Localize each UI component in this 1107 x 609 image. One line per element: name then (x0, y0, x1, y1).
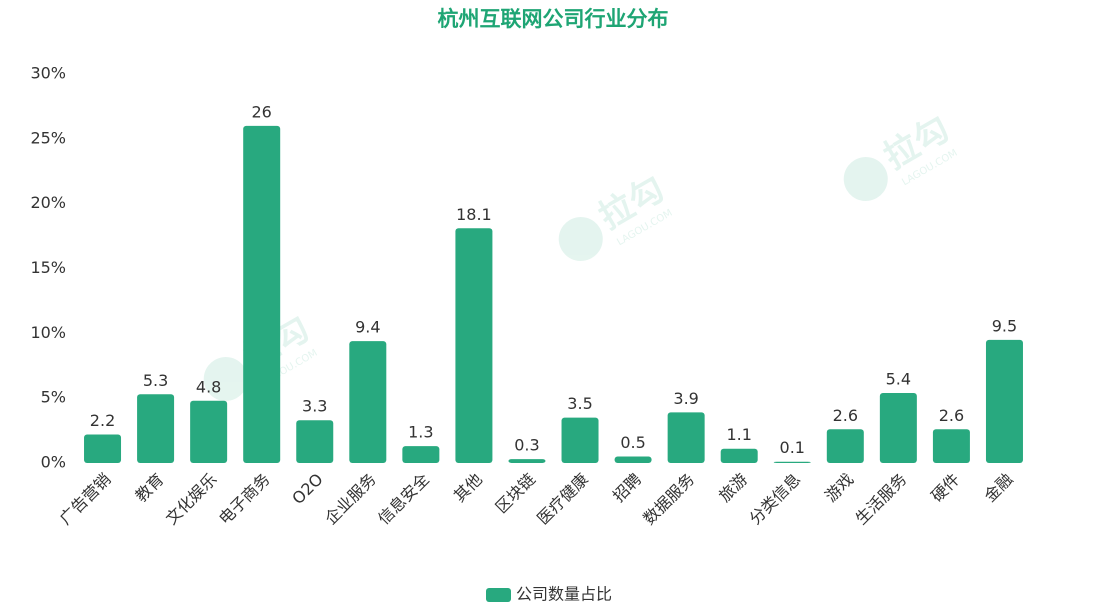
legend-label: 公司数量占比 (516, 585, 612, 604)
x-tick-label: 旅游 (715, 470, 751, 506)
x-tick-label: 企业服务 (321, 470, 380, 529)
x-tick-label: 区块链 (492, 470, 539, 517)
legend-swatch (486, 588, 511, 602)
x-tick-label: 广告营销 (56, 470, 115, 529)
y-tick-label: 0% (41, 453, 66, 472)
bar (455, 228, 493, 463)
x-tick-label: O2O (288, 470, 326, 508)
data-label: 3.9 (673, 389, 698, 408)
data-label: 0.5 (620, 433, 645, 452)
bar (561, 417, 599, 463)
y-tick-label: 10% (30, 323, 66, 342)
data-label: 3.3 (302, 397, 327, 416)
bar (879, 392, 917, 463)
watermark-text: 拉勾 (592, 169, 671, 238)
data-label: 4.8 (196, 377, 221, 396)
y-tick-label: 25% (30, 128, 66, 147)
y-tick-label: 5% (41, 388, 66, 407)
watermark-logo (558, 217, 603, 261)
bar (190, 400, 228, 463)
y-tick-label: 15% (30, 258, 66, 277)
bar (296, 420, 334, 463)
watermark-text: 拉勾 (877, 109, 956, 178)
data-label: 9.4 (355, 318, 380, 337)
x-tick-label: 数据服务 (639, 470, 698, 529)
bar (773, 461, 811, 463)
x-tick-label: 其他 (450, 470, 486, 506)
data-label: 26 (252, 102, 272, 121)
data-label: 18.1 (456, 205, 492, 224)
x-tick-label: 文化娱乐 (162, 470, 221, 529)
data-label: 5.4 (886, 369, 911, 388)
watermark-logo (203, 357, 248, 401)
x-tick-label: 教育 (132, 470, 168, 506)
watermark-logo (843, 157, 888, 201)
bar (932, 429, 970, 463)
x-tick-label: 医疗健康 (533, 470, 592, 529)
data-label: 5.3 (143, 371, 168, 390)
bar (349, 341, 387, 463)
bar (84, 434, 122, 463)
x-tick-label: 生活服务 (852, 470, 911, 529)
y-tick-label: 20% (30, 193, 66, 212)
x-tick-label: 电子商务 (215, 470, 274, 529)
chart-title: 杭州互联网公司行业分布 (438, 7, 669, 31)
bar (614, 456, 652, 463)
y-tick-label: 30% (30, 64, 66, 83)
data-label: 0.1 (780, 438, 805, 457)
bar (137, 394, 175, 463)
bar (243, 125, 281, 463)
data-label: 2.2 (90, 411, 115, 430)
data-label: 1.3 (408, 423, 433, 442)
bar (508, 459, 546, 463)
x-tick-label: 招聘 (609, 470, 645, 506)
bar (985, 339, 1023, 463)
x-tick-label: 信息安全 (374, 470, 433, 529)
data-label: 9.5 (992, 316, 1017, 335)
x-tick-label: 分类信息 (746, 470, 805, 529)
data-label: 0.3 (514, 436, 539, 455)
x-tick-label: 金融 (980, 470, 1016, 506)
x-tick-label: 硬件 (927, 470, 963, 506)
data-label: 1.1 (726, 425, 751, 444)
data-label: 3.5 (567, 394, 592, 413)
bar (667, 412, 705, 463)
bar (402, 446, 440, 463)
data-label: 2.6 (939, 406, 964, 425)
bar (720, 448, 758, 463)
x-tick-label: 游戏 (821, 470, 857, 506)
data-label: 2.6 (833, 406, 858, 425)
bar (826, 429, 864, 463)
